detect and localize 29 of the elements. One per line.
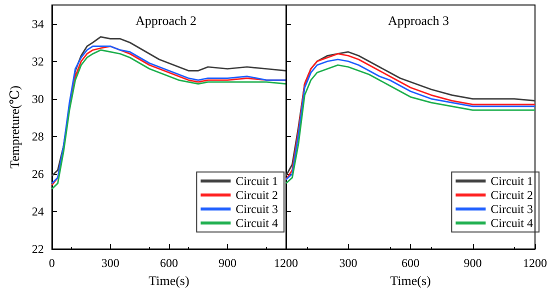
legend-label: Circuit 4 xyxy=(236,216,278,230)
x-tick-label: 600 xyxy=(402,256,420,270)
legend-label: Circuit 1 xyxy=(236,174,278,188)
legend-label: Circuit 3 xyxy=(236,202,278,216)
x-axis-title: Time(s) xyxy=(148,272,190,288)
y-tick-label: 28 xyxy=(32,129,44,144)
x-tick-label: 1200 xyxy=(274,256,298,270)
y-tick-label: 30 xyxy=(32,92,44,106)
x-tick-label: 900 xyxy=(464,256,482,270)
x-tick-label: 300 xyxy=(101,256,120,270)
legend-label: Circuit 1 xyxy=(490,174,533,188)
x-tick-label: 900 xyxy=(218,256,236,270)
legend-label: Circuit 4 xyxy=(490,216,533,230)
x-tick-label: 0 xyxy=(48,256,55,270)
legend-label: Circuit 2 xyxy=(236,188,278,202)
x-tick-label: 600 xyxy=(160,256,178,270)
y-tick-label: 22 xyxy=(32,242,44,256)
x-tick-label: 300 xyxy=(339,256,358,270)
x-tick-label: 1200 xyxy=(523,256,547,270)
text: Approach 3 xyxy=(388,13,450,28)
y-tick-label: 26 xyxy=(32,166,44,181)
text: Approach 2 xyxy=(135,13,197,28)
x-axis-title: Time(s) xyxy=(390,272,431,288)
legend-label: Circuit 2 xyxy=(490,188,533,202)
y-tick-label: 32 xyxy=(32,54,44,68)
y-tick-label: 34 xyxy=(32,16,44,31)
legend-label: Circuit 3 xyxy=(490,202,533,216)
y-axis-title: Tempreture(℃) xyxy=(7,86,22,168)
y-tick-label: 24 xyxy=(32,204,44,218)
